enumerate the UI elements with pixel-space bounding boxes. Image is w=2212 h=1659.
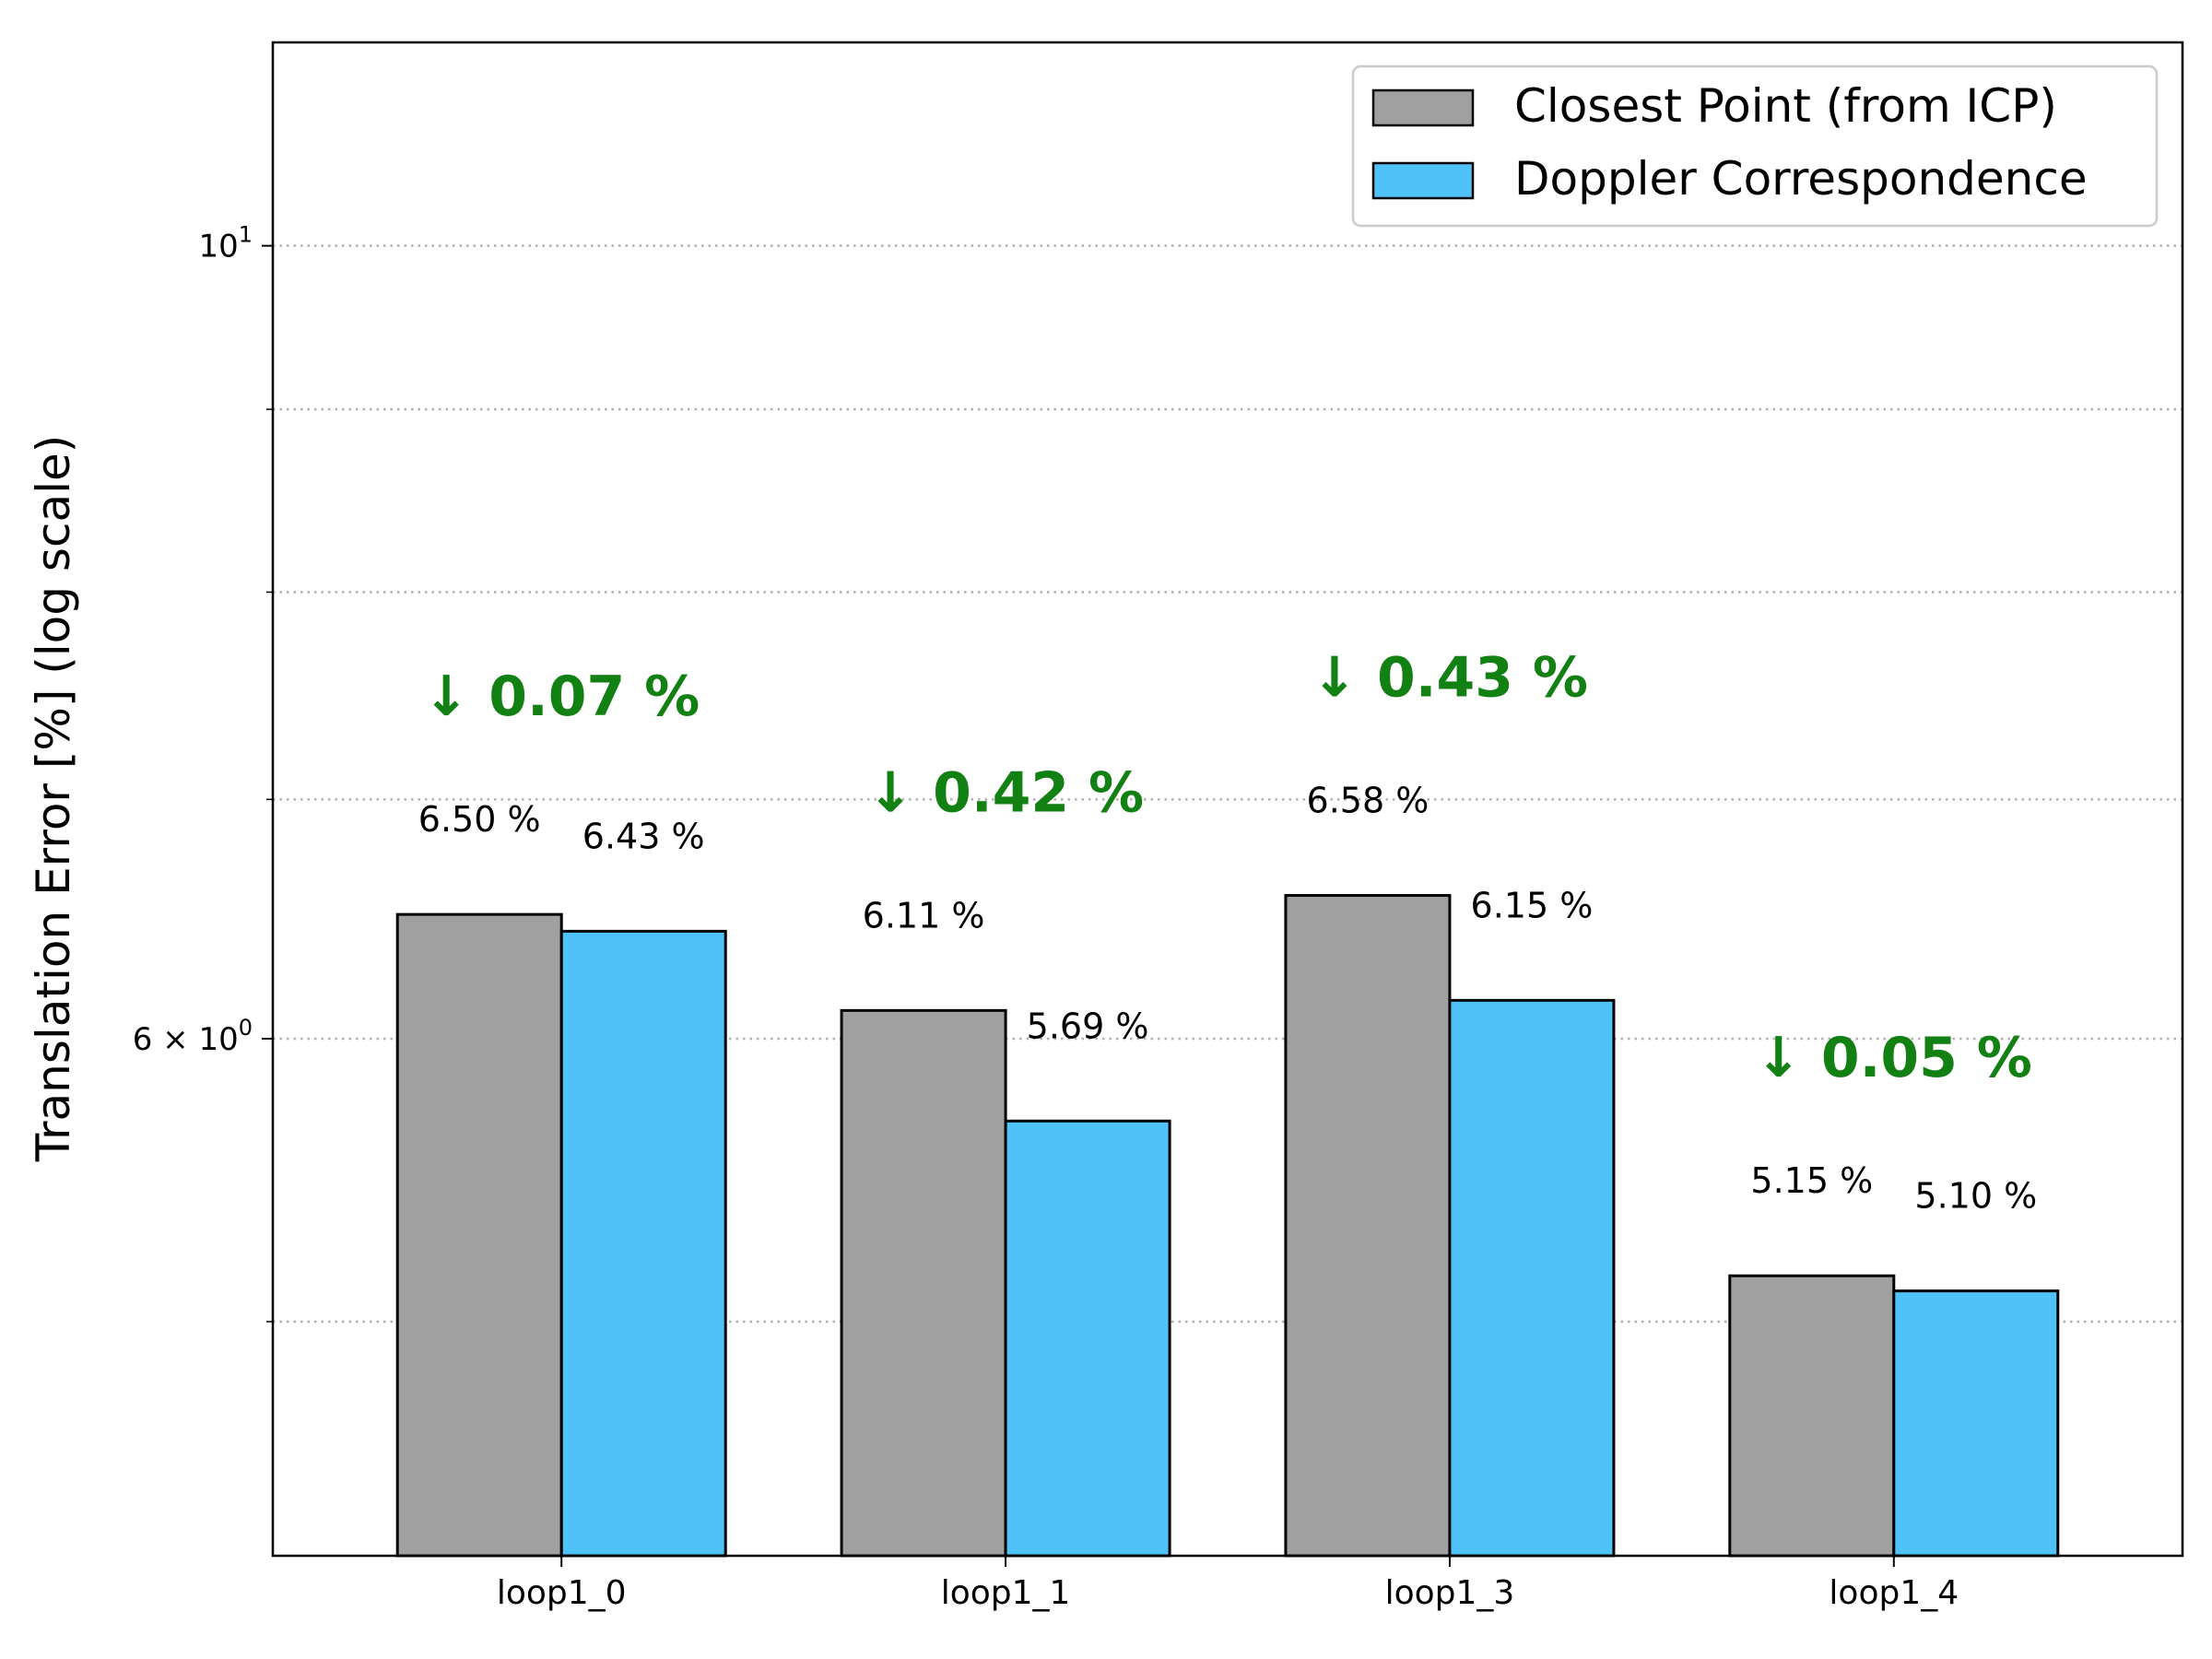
value-labels: 6.50 % 6.43 % 6.11 % 5.69 % 6.58 % 6.15 % 5.15… [418,781,2037,1217]
legend-swatch-closest-point [1371,88,1475,127]
bars [395,894,2060,1558]
y-axis-label: Translation Error [%] (log scale) [27,435,80,1162]
x-tick-label: loop1_0 [497,1574,627,1612]
improvement-label: ↓ 0.07 % [423,665,700,729]
y-tick-label: 6 × 100 [133,1015,253,1058]
data-label: 6.50 % [418,799,541,840]
bar-closest-point-loop1_3 [1284,894,1452,1558]
bar-doppler-loop1_4 [1892,1289,2060,1558]
bar-doppler-loop1_0 [559,929,727,1558]
legend: Closest Point (from ICP) Doppler Corresp… [1351,65,2159,228]
improvement-labels: ↓ 0.07 % ↓ 0.42 % ↓ 0.43 % ↓ 0.05 % [423,646,2032,1091]
bar-doppler-loop1_1 [1004,1119,1171,1558]
legend-box [1351,65,2159,228]
y-tick-label: 101 [198,222,253,265]
data-label: 5.69 % [1027,1006,1149,1046]
improvement-label: ↓ 0.05 % [1756,1026,2032,1090]
legend-label-doppler: Doppler Correspondence [1514,152,2088,206]
x-tick-label: loop1_4 [1829,1574,1959,1612]
bar-closest-point-loop1_4 [1728,1274,1896,1558]
improvement-label: ↓ 0.42 % [867,760,1144,825]
x-axis-ticks: loop1_0 loop1_1 loop1_3 loop1_4 [497,1556,1959,1612]
bar-closest-point-loop1_0 [395,912,563,1558]
bar-closest-point-loop1_1 [840,1008,1007,1558]
data-label: 5.15 % [1750,1160,1873,1201]
data-label: 6.43 % [582,816,705,856]
x-tick-label: loop1_3 [1385,1574,1515,1612]
legend-label-closest-point: Closest Point (from ICP) [1514,79,2057,133]
data-label: 6.15 % [1471,885,1594,925]
legend-swatch-doppler [1371,161,1475,200]
x-tick-label: loop1_1 [941,1574,1071,1612]
bar-doppler-loop1_3 [1448,998,1616,1558]
data-label: 6.58 % [1307,781,1430,821]
improvement-label: ↓ 0.43 % [1312,646,1588,711]
data-label: 6.11 % [863,895,985,935]
y-axis-ticks: 101 6 × 100 [133,222,273,1323]
data-label: 5.10 % [1914,1176,2037,1217]
